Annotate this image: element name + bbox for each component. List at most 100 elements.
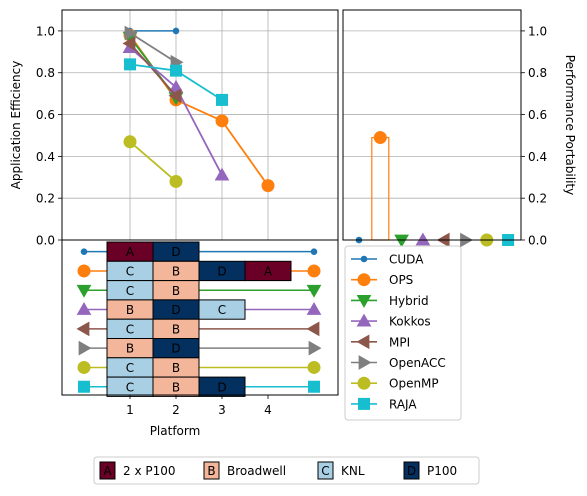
table-row-marker-end-ops [308,265,320,277]
platform-legend-label: Broadwell [227,464,286,478]
table-row-marker-end-hybrid [308,285,321,296]
platform-legend: A 2 x P100 B Broadwell C KNL D P100 [94,457,479,484]
y-tick-label: 0.0 [36,234,55,248]
platform-cell-label: C [126,322,134,336]
platform-cell-label: C [126,380,134,394]
portability-point-kokkos [416,234,429,245]
platform-cell-label: D [217,264,226,278]
data-point-raja [171,65,182,76]
platform-legend-code: D [407,464,416,478]
platform-cell-label: C [126,284,134,298]
table-row-marker-start-cuda [81,249,87,255]
right-y-axis-label: Performance Portability [563,55,577,195]
legend-label-openmp: OpenMP [389,377,439,391]
right-y-tick-label: 0.0 [528,234,547,248]
table-row-marker-start-hybrid [78,285,91,296]
right-y-tick-label: 0.8 [528,66,547,80]
table-row-marker-end-openmp [308,361,320,373]
table-row-marker-start-raja [79,381,90,392]
series-legend-box [345,246,461,420]
x-axis-label: Platform [150,424,201,438]
x-tick-label: 4 [264,403,272,417]
x-tick-label: 1 [126,403,134,417]
portability-plot [343,31,521,247]
data-point-raja [217,94,228,105]
platform-cell-label: B [126,303,134,317]
platform-cell-label: D [171,245,180,259]
table-row-marker-end-mpi [308,322,319,335]
table-row-marker-start-ops [78,265,90,277]
platform-legend-label: P100 [427,464,457,478]
platform-cell-label: B [172,284,180,298]
series-legend: CUDA OPS Hybrid Kokkos MPI OpenACC OpenMP RAJA [345,246,461,420]
table-row-marker-end-kokkos [308,303,321,314]
platform-cell-label: C [126,361,134,375]
y-tick-label: 1.0 [36,24,55,38]
data-point-ops [216,115,228,127]
legend-label-ops: OPS [389,273,413,287]
platform-table: A DC B D AC BB D CC BB DC BC B D [78,242,321,396]
data-point-kokkos [216,169,229,180]
right-y-tick-label: 0.2 [528,192,547,206]
data-point-cuda [173,28,179,34]
series-line-ops [130,35,268,186]
legend-label-openacc: OpenACC [389,356,446,370]
platform-legend-code: B [207,464,215,478]
y-axis-label: Application Efficiency [9,61,23,190]
legend-marker-cuda [361,256,367,262]
y-tick-label: 0.6 [36,108,55,122]
platform-cell-label: C [126,264,134,278]
series-line-openmp [130,142,176,182]
legend-label-hybrid: Hybrid [389,294,429,308]
table-row-marker-end-cuda [311,249,317,255]
table-row-marker-start-openmp [78,361,90,373]
platform-cell-label: B [172,264,180,278]
platform-legend-code: A [103,464,112,478]
axes: 1 2 3 4 Platform 0.0 0.2 0.4 0.6 0.8 1.0 Applicatio… [9,10,577,438]
data-point-openmp [170,175,182,187]
table-row-marker-start-kokkos [78,303,91,314]
platform-cell-label: A [126,245,135,259]
y-tick-label: 0.2 [36,192,55,206]
data-point-raja [125,59,136,70]
platform-legend-code: C [321,464,329,478]
platform-cell-label: B [172,322,180,336]
x-tick-label: 3 [218,403,226,417]
efficiency-series [124,27,275,192]
platform-cell-label: D [171,342,180,356]
portability-point-ops [374,132,386,144]
table-row-marker-end-openacc [309,342,320,355]
portability-bar-ops [372,138,389,240]
legend-label-mpi: MPI [389,335,410,349]
table-row-marker-start-mpi [78,322,89,335]
portability-axes-frame [343,10,521,240]
data-point-openmp [124,136,136,148]
platform-legend-label: KNL [341,464,365,478]
platform-cell-label: A [264,264,273,278]
efficiency-axes-frame [62,10,338,240]
legend-marker-raja [359,398,370,409]
right-y-tick-label: 0.6 [528,108,547,122]
efficiency-gridlines [62,10,338,240]
legend-marker-ops [358,274,370,286]
right-y-tick-label: 1.0 [528,24,547,38]
platform-cell-label: B [126,342,134,356]
table-row-marker-end-raja [309,381,320,392]
data-point-ops [262,180,274,192]
table-row-marker-start-openacc [79,342,90,355]
legend-label-raja: RAJA [389,397,417,411]
y-tick-label: 0.4 [36,150,55,164]
legend-marker-openmp [358,377,370,389]
y-tick-label: 0.8 [36,66,55,80]
legend-label-kokkos: Kokkos [389,315,431,329]
platform-cell-label: D [217,380,226,394]
platform-cell-label: D [171,303,180,317]
x-tick-label: 2 [172,403,180,417]
legend-label-cuda: CUDA [389,253,424,267]
right-y-tick-label: 0.4 [528,150,547,164]
portability-point-hybrid [395,235,408,246]
platform-cell-label: B [172,380,180,394]
platform-legend-label: 2 x P100 [123,464,176,478]
